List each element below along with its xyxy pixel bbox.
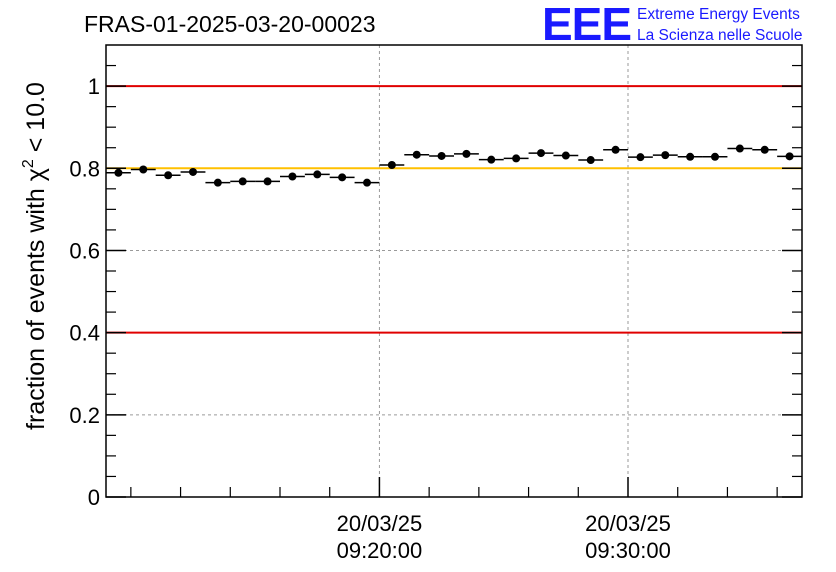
marker xyxy=(462,149,471,158)
y-tick-label: 0.2 xyxy=(69,403,100,428)
marker xyxy=(561,151,570,160)
marker xyxy=(363,178,371,187)
logo-mark: EEE xyxy=(542,0,631,50)
marker xyxy=(139,165,148,174)
data-point xyxy=(578,156,604,165)
y-axis-label-suffix: < 10.0 xyxy=(22,82,50,159)
grid-lines xyxy=(106,45,802,497)
data-point xyxy=(652,151,678,160)
data-point xyxy=(752,145,778,154)
data-point xyxy=(230,177,256,186)
marker xyxy=(313,170,322,179)
marker xyxy=(213,178,222,187)
marker xyxy=(412,150,421,159)
marker xyxy=(711,152,719,161)
data-point xyxy=(155,171,181,180)
y-tick-label: 0.6 xyxy=(69,238,100,263)
y-tick-label: 0.4 xyxy=(69,321,100,346)
y-tick-label: 1 xyxy=(88,74,100,99)
data-point xyxy=(429,151,454,160)
data-point xyxy=(106,168,131,177)
data-point xyxy=(379,160,405,169)
data-point xyxy=(404,150,430,159)
data-point xyxy=(205,178,231,187)
y-axis-label-symbol: χ xyxy=(22,168,50,181)
data-point xyxy=(454,149,479,158)
x-tick-label-time: 09:30:00 xyxy=(585,538,671,563)
data-points xyxy=(106,144,802,187)
marker xyxy=(586,156,595,165)
marker xyxy=(537,149,545,158)
marker xyxy=(760,145,769,154)
marker xyxy=(661,151,670,160)
x-tick-label-date: 20/03/25 xyxy=(337,511,423,536)
logo-line-1: Extreme Energy Events xyxy=(637,6,800,23)
marker xyxy=(288,172,297,181)
y-axis-label-prefix: fraction of events with xyxy=(22,181,50,430)
marker xyxy=(238,177,247,186)
x-tick-label-time: 09:20:00 xyxy=(337,538,423,563)
eee-logo: EEE Extreme Energy Events La Scienza nel… xyxy=(542,0,802,50)
data-point xyxy=(329,173,355,182)
y-axis-label-sup: 2 xyxy=(20,159,37,168)
data-point xyxy=(528,149,554,158)
marker xyxy=(487,155,496,164)
data-point xyxy=(702,152,728,161)
marker xyxy=(636,153,645,162)
data-point xyxy=(130,165,156,174)
plot-frame xyxy=(105,44,803,498)
axes: 00.20.40.60.8120/03/2509:20:0020/03/2509… xyxy=(69,64,802,563)
y-axis-label: fraction of events with χ2 < 10.0 xyxy=(20,82,50,430)
marker xyxy=(387,160,396,169)
marker xyxy=(437,151,446,160)
data-point xyxy=(503,154,529,163)
data-point xyxy=(777,152,802,161)
marker xyxy=(164,171,173,180)
data-point xyxy=(628,153,653,162)
marker xyxy=(785,152,794,161)
marker xyxy=(263,177,272,186)
reference-lines xyxy=(106,85,802,334)
marker xyxy=(686,152,695,161)
data-point xyxy=(280,172,305,181)
data-point xyxy=(304,170,330,179)
data-point xyxy=(677,152,703,161)
y-tick-label: 0 xyxy=(88,485,100,510)
data-point xyxy=(478,155,504,164)
marker xyxy=(735,144,744,153)
data-point xyxy=(727,144,753,153)
marker xyxy=(611,145,620,154)
marker xyxy=(114,168,123,177)
logo-line-2: La Scienza nelle Scuole xyxy=(637,27,802,44)
x-tick-label-date: 20/03/25 xyxy=(585,511,671,536)
data-point xyxy=(255,177,280,186)
data-point xyxy=(354,178,380,187)
chart-title: FRAS-01-2025-03-20-00023 xyxy=(84,11,376,37)
marker xyxy=(512,154,521,163)
y-tick-label: 0.8 xyxy=(69,156,100,181)
marker xyxy=(338,173,347,182)
data-point xyxy=(553,151,579,160)
marker xyxy=(189,167,197,176)
data-point xyxy=(180,167,206,176)
data-point xyxy=(603,145,628,154)
